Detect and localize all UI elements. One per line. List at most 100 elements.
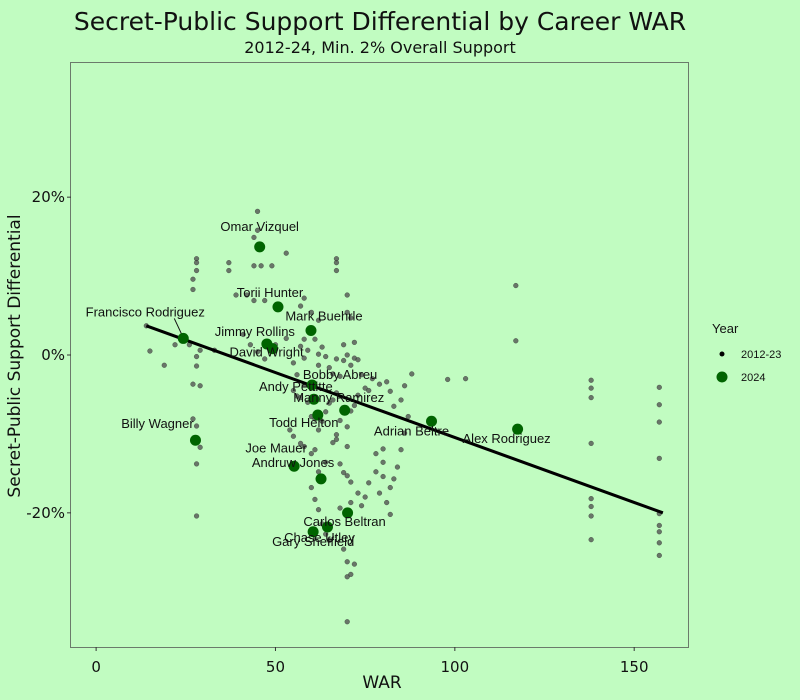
data-point-2012-23 xyxy=(355,490,361,496)
data-point-2012-23 xyxy=(197,444,203,450)
data-point-2012-23 xyxy=(193,461,200,467)
data-point-2012-23 xyxy=(333,432,340,438)
data-point-2024 xyxy=(342,507,354,519)
player-label: Gary Sheffield xyxy=(272,534,354,549)
data-point-2012-23 xyxy=(656,455,662,462)
data-point-2012-23 xyxy=(193,260,200,266)
data-point-2012-23 xyxy=(190,276,196,282)
x-tick-label: 150 xyxy=(620,658,649,676)
data-point-2012-23 xyxy=(262,356,268,362)
data-point-2024 xyxy=(321,521,333,533)
data-point-2012-23 xyxy=(344,352,350,358)
data-point-2012-23 xyxy=(193,353,200,360)
data-point-2012-23 xyxy=(269,263,275,269)
data-point-2012-23 xyxy=(513,282,519,289)
data-point-2012-23 xyxy=(297,303,304,309)
player-label: Jimmy Rollins xyxy=(215,324,296,339)
data-point-2012-23 xyxy=(337,417,343,424)
data-point-2012-23 xyxy=(344,424,350,430)
data-point-2012-23 xyxy=(330,439,336,446)
data-point-2012-23 xyxy=(344,473,350,479)
data-point-2012-23 xyxy=(193,267,200,274)
data-point-2012-23 xyxy=(344,292,350,298)
y-tick-label: -20% xyxy=(26,504,65,522)
data-point-2012-23 xyxy=(588,495,594,502)
chart-subtitle: 2012-24, Min. 2% Overall Support xyxy=(244,38,516,57)
data-point-2012-23 xyxy=(287,427,293,433)
data-point-2012-23 xyxy=(340,469,347,476)
data-point-2012-23 xyxy=(366,480,372,486)
data-point-2012-23 xyxy=(290,433,297,439)
data-point-2012-23 xyxy=(656,552,662,559)
data-point-2012-23 xyxy=(348,315,354,321)
data-point-2012-23 xyxy=(405,413,411,420)
data-point-2012-23 xyxy=(384,499,390,506)
data-point-2012-23 xyxy=(193,363,200,369)
data-point-2012-23 xyxy=(380,446,386,452)
data-point-2012-23 xyxy=(297,343,304,349)
data-point-2012-23 xyxy=(340,357,347,364)
data-point-2012-23 xyxy=(197,347,203,353)
player-label: Todd Helton xyxy=(269,415,338,430)
data-point-2012-23 xyxy=(251,234,257,241)
player-label: Bobby Abreu xyxy=(303,367,377,382)
data-point-2012-23 xyxy=(301,295,307,301)
data-point-2012-23 xyxy=(240,331,246,338)
data-point-2012-23 xyxy=(355,392,361,398)
data-point-2012-23 xyxy=(193,423,200,429)
data-point-2012-23 xyxy=(333,256,340,262)
data-point-2024 xyxy=(426,415,438,427)
trend-line xyxy=(145,324,664,515)
data-point-2012-23 xyxy=(330,397,336,403)
data-point-2012-23 xyxy=(409,371,415,377)
legend-marker-2024 xyxy=(716,371,728,383)
data-point-2012-23 xyxy=(301,355,307,361)
data-point-2024 xyxy=(312,409,324,421)
data-point-2012-23 xyxy=(340,546,347,552)
data-point-2012-23 xyxy=(308,309,314,316)
data-point-2012-23 xyxy=(254,208,261,215)
y-tick-label: 0% xyxy=(41,346,65,364)
data-point-2012-23 xyxy=(398,447,404,453)
data-point-2012-23 xyxy=(380,473,386,480)
data-point-2012-23 xyxy=(588,503,594,510)
data-point-2012-23 xyxy=(251,263,257,269)
data-point-2012-23 xyxy=(656,522,662,529)
data-point-2012-23 xyxy=(283,250,289,256)
data-point-2012-23 xyxy=(348,571,354,578)
data-point-2012-23 xyxy=(398,397,404,403)
legend-marker-2012-23 xyxy=(719,351,725,357)
data-point-2012-23 xyxy=(337,505,343,511)
data-point-2012-23 xyxy=(226,267,232,274)
player-label: Chase Utley xyxy=(284,530,355,545)
data-point-2012-23 xyxy=(190,381,196,387)
y-axis-ticks: 20% 0% -20% xyxy=(26,188,71,522)
data-point-2012-23 xyxy=(351,339,358,346)
player-label: Carlos Beltran xyxy=(303,514,385,529)
plot-panel-border xyxy=(70,62,689,648)
x-tick-label: 100 xyxy=(441,658,470,676)
data-point-2012-23 xyxy=(254,349,261,355)
data-point-2012-23 xyxy=(391,403,397,409)
legend-label-2024: 2024 xyxy=(741,372,765,384)
data-point-2024 xyxy=(308,393,320,405)
data-point-2012-23 xyxy=(401,383,408,389)
data-point-2012-23 xyxy=(362,494,368,500)
data-point-2012-23 xyxy=(197,383,203,389)
player-label: Joe Mauer xyxy=(245,440,307,455)
series-2012-23-points xyxy=(143,208,662,625)
data-point-2012-23 xyxy=(394,464,401,470)
data-point-2012-23 xyxy=(333,436,340,443)
data-point-2012-23 xyxy=(315,362,322,368)
data-point-2012-23 xyxy=(348,362,354,368)
data-point-2012-23 xyxy=(161,362,167,368)
data-point-2024 xyxy=(272,301,284,313)
data-point-2012-23 xyxy=(312,447,318,453)
data-point-2012-23 xyxy=(656,529,662,535)
data-point-2012-23 xyxy=(348,499,354,506)
data-point-2012-23 xyxy=(351,402,358,409)
data-point-2012-23 xyxy=(337,461,343,467)
y-tick-label: 20% xyxy=(32,188,65,206)
data-point-2012-23 xyxy=(323,353,329,360)
